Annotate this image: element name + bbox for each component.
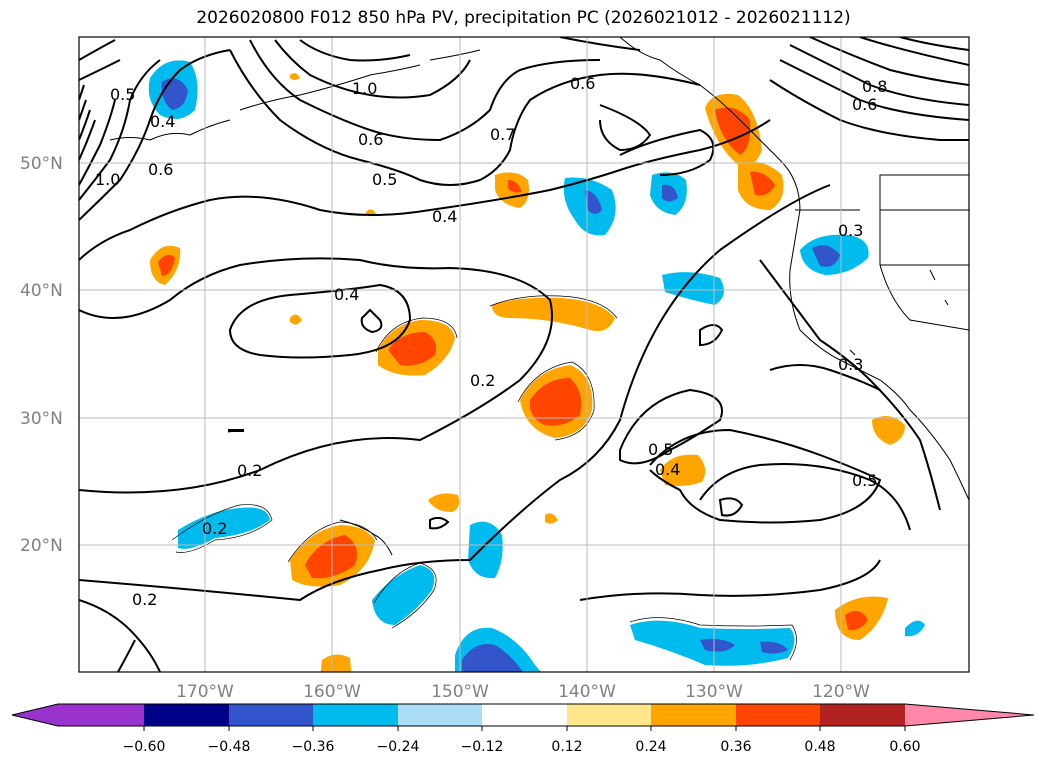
negative-anomaly-patch: [650, 172, 687, 215]
chart-title: 2026020800 F012 850 hPa PV, precipitatio…: [196, 8, 851, 28]
negative-anomaly-patch: [455, 627, 542, 672]
contour-label: 0.3: [838, 355, 863, 374]
contour-label: 0.3: [838, 221, 863, 240]
positive-anomaly-patch: [492, 297, 615, 332]
positive-anomaly-patch: [660, 454, 706, 486]
contour-label: 0.7: [490, 125, 515, 144]
colorbar-tick-label: −0.60: [123, 739, 166, 755]
longitude-labels: 170°W 160°W 150°W 140°W 130°W 120°W: [176, 682, 870, 702]
colorbar-tick-label: 0.36: [720, 739, 751, 755]
colorbar-segment: [651, 704, 736, 726]
colorbar-tick-label: −0.24: [377, 739, 420, 755]
lon-label-130w: 130°W: [685, 682, 743, 702]
lat-label-50: 50°N: [20, 154, 63, 174]
positive-anomaly-patch: [738, 161, 784, 210]
colorbar-tick-label: 0.24: [635, 739, 666, 755]
colorbar-tick-label: 0.48: [804, 739, 835, 755]
negative-anomaly-patch: [372, 565, 435, 625]
colorbar-tick-labels: −0.60 −0.48 −0.36 −0.24 −0.12 0.12 0.24 …: [123, 739, 921, 755]
contour-label: 0.6: [852, 95, 877, 114]
contour-label: 0.6: [570, 74, 595, 93]
positive-anomaly-patch: [835, 596, 888, 640]
colorbar-extend-low: [12, 704, 58, 726]
colorbar-segment: [229, 704, 313, 726]
colorbar: −0.60 −0.48 −0.36 −0.24 −0.12 0.12 0.24 …: [11, 703, 1035, 755]
colorbar-segment: [398, 704, 482, 726]
colorbar-tick-label: −0.12: [461, 739, 504, 755]
positive-anomaly-patch: [705, 93, 762, 166]
colorbar-tick-label: 0.12: [551, 739, 582, 755]
positive-anomaly-patch: [290, 314, 302, 325]
negative-anomaly-patch: [178, 507, 270, 549]
contour-label: 0.6: [148, 160, 173, 179]
positive-anomaly-patch: [378, 320, 455, 376]
negative-anomaly-patch: [148, 60, 198, 119]
positive-anomaly-patch: [520, 365, 593, 438]
colorbar-segment: [820, 704, 905, 726]
colorbar-extend-high: [905, 704, 1034, 726]
gridlines: [79, 37, 969, 672]
contour-label: 0.5: [372, 170, 397, 189]
island-marker: [228, 429, 244, 432]
positive-anomaly-patch: [872, 416, 905, 445]
colorbar-segment: [313, 704, 398, 726]
contour-label: 0.2: [202, 519, 227, 538]
lon-label-150w: 150°W: [431, 682, 489, 702]
lat-label-20: 20°N: [20, 536, 63, 556]
contour-label: 0.2: [470, 371, 495, 390]
contour-label: 0.2: [132, 590, 157, 609]
contour-label-group: 0.5 0.4 0.6 1.0 0.6 0.6 0.5 0.7 0.4 0.4 …: [95, 74, 887, 609]
negative-anomaly-patch: [800, 234, 869, 275]
lat-label-40: 40°N: [20, 281, 63, 301]
positive-anomaly-patch: [320, 654, 352, 672]
contour-label: 0.6: [358, 130, 383, 149]
contour-label: 1.0: [95, 170, 120, 189]
contour-label: 0.4: [334, 285, 359, 304]
contour-label: 0.4: [655, 460, 680, 479]
colorbar-segment: [58, 704, 144, 726]
colorbar-segment: [736, 704, 820, 726]
positive-anomaly-patch: [428, 493, 460, 512]
latitude-labels: 50°N 40°N 30°N 20°N: [20, 154, 63, 556]
colorbar-tick-label: 0.60: [889, 739, 920, 755]
plot-frame: [78, 36, 970, 673]
positive-anomaly-patch: [150, 245, 181, 285]
contour-label: 0.8: [862, 77, 887, 96]
negative-anomaly-patch: [468, 521, 503, 579]
contour-label: 0.5: [110, 85, 135, 104]
negative-anomaly-patch: [630, 620, 795, 666]
colorbar-tick-label: −0.36: [292, 739, 335, 755]
negative-anomaly-patch: [662, 272, 724, 305]
contour-label: 0.5: [852, 471, 877, 490]
lon-label-170w: 170°W: [176, 682, 234, 702]
contour-label: 0.4: [150, 112, 175, 131]
positive-anomaly-patch: [545, 513, 558, 524]
negative-anomaly-patch: [905, 620, 925, 637]
colorbar-tick-label: −0.48: [208, 739, 251, 755]
contour-label: 0.5: [648, 440, 673, 459]
colorbar-segment: [567, 704, 651, 726]
colorbar-segment: [144, 704, 229, 726]
lon-label-120w: 120°W: [812, 682, 870, 702]
precip-anomalies: [148, 60, 925, 672]
pv-contours: [79, 37, 969, 672]
lon-label-140w: 140°W: [558, 682, 616, 702]
colorbar-ticks: [143, 726, 906, 731]
plot-area: [79, 37, 969, 672]
positive-anomaly-patch: [290, 73, 300, 80]
lon-label-160w: 160°W: [303, 682, 361, 702]
lat-label-30: 30°N: [20, 409, 63, 429]
negative-anomaly-patch: [563, 177, 616, 236]
colorbar-segment: [482, 704, 567, 726]
colorbar-outline: [11, 703, 1035, 727]
contour-label: 0.4: [432, 207, 457, 226]
contour-label: 1.0: [352, 79, 377, 98]
coastlines: [109, 37, 969, 556]
contour-label: 0.2: [237, 461, 262, 480]
